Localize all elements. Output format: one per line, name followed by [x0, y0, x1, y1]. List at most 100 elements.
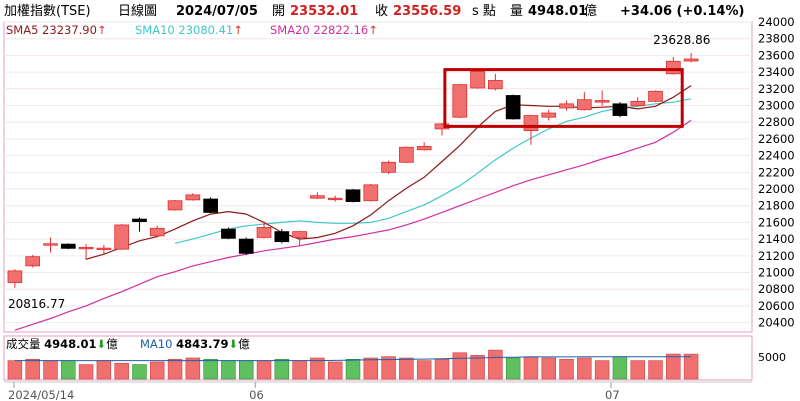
candle-body	[7, 270, 23, 283]
candle-body	[310, 195, 325, 199]
volume-tick-label: 5000	[758, 351, 786, 364]
candle	[203, 197, 218, 214]
volume-bar	[505, 357, 521, 380]
volume-bar	[612, 356, 628, 380]
x-axis: 2024/05/14 06 07	[8, 382, 620, 401]
volume-bar	[559, 359, 574, 380]
candle-body	[256, 227, 272, 238]
volume-bar	[132, 364, 147, 380]
y-tick-label: 21200	[758, 249, 795, 263]
candle-body	[488, 80, 503, 90]
candle-body	[203, 198, 218, 213]
candle-body	[167, 200, 183, 211]
y-tick-label: 23600	[758, 48, 795, 62]
close-value: 23556.59	[393, 4, 461, 19]
legend-sma20: SMA20 22822.16↑	[270, 23, 378, 37]
candle-body	[60, 243, 76, 249]
candle	[149, 225, 165, 238]
open-value: 23532.01	[290, 4, 358, 19]
sma20-line	[14, 119, 692, 331]
volume-legend: 成交量 4948.01⬇億 MA10 4843.79⬇億 5000	[6, 337, 786, 364]
candle-body	[345, 189, 361, 202]
candle	[576, 92, 592, 111]
index-name: 加權指數(TSE)	[4, 4, 91, 19]
y-tick-label: 22600	[758, 132, 795, 146]
y-tick-label: 20600	[758, 299, 795, 313]
volume-bar	[150, 361, 165, 380]
volume-bar	[203, 359, 218, 380]
candle-body	[114, 224, 130, 250]
candle-body	[327, 197, 343, 201]
candle-body	[399, 146, 414, 163]
low-annotation: 20816.77	[8, 297, 65, 311]
volume-bar	[43, 360, 58, 380]
candle-body	[25, 256, 41, 267]
volume-bar	[577, 357, 592, 380]
candle	[648, 90, 663, 103]
candle	[167, 199, 183, 211]
candle-body	[648, 90, 663, 102]
candle	[114, 224, 130, 250]
candle	[381, 160, 396, 174]
y-tick-label: 20800	[758, 282, 795, 296]
highlight-box	[443, 68, 684, 128]
candle	[292, 230, 307, 246]
volume-bar	[114, 362, 129, 380]
candle	[612, 102, 628, 118]
candle	[363, 184, 379, 202]
volume-ma-line	[14, 356, 692, 362]
y-tick-label: 23800	[758, 32, 795, 46]
candle-body	[452, 84, 468, 118]
high-annotation: 23628.86	[653, 33, 710, 47]
candle-body	[505, 95, 521, 120]
candle	[594, 90, 610, 106]
volume-bar	[648, 360, 663, 380]
candle	[310, 192, 325, 200]
candle	[60, 243, 76, 250]
candle	[221, 227, 236, 240]
y-axis: 24000 23800 23600 23400 23200 23000 22800 22600…	[758, 15, 795, 330]
volume-bar	[256, 360, 272, 380]
date-label: 2024/07/05	[176, 4, 258, 19]
sma10-line	[174, 98, 692, 244]
y-tick-label: 24000	[758, 15, 795, 29]
price-panel	[3, 21, 753, 333]
volume-ma-label: MA10 4843.79⬇億	[140, 337, 250, 351]
legend-sma5: SMA5 23237.90↑	[6, 23, 107, 37]
legend-sma10: SMA10 23080.41↑	[135, 23, 243, 37]
candle	[327, 195, 343, 202]
x-tick-label: 2024/05/14	[8, 388, 74, 401]
candle	[43, 237, 58, 253]
volume-bar	[434, 359, 450, 380]
volume-bar	[666, 353, 681, 380]
y-tick-label: 21000	[758, 266, 795, 280]
volume-bar	[594, 360, 610, 380]
candle-body	[594, 100, 610, 103]
candle-body	[612, 103, 628, 116]
y-tick-label: 22000	[758, 182, 795, 196]
chart-header: 加權指數(TSE) 日線圖 2024/07/05 開 23532.01 收 23…	[4, 3, 744, 19]
candle-body	[43, 243, 58, 246]
candle	[25, 255, 41, 268]
candle	[470, 70, 485, 89]
candle-body	[381, 161, 396, 173]
y-tick-label: 20400	[758, 316, 795, 330]
candle-body	[238, 238, 254, 254]
volume-bar	[310, 357, 325, 380]
volume-bar	[523, 356, 539, 380]
volume-bars	[7, 349, 699, 380]
candle	[452, 83, 468, 119]
volume-bar	[683, 353, 699, 380]
candle	[256, 221, 272, 239]
candle-body	[78, 246, 94, 250]
candle	[630, 97, 646, 107]
candle-body	[665, 60, 681, 75]
y-tick-label: 21600	[758, 215, 795, 229]
volume-bar	[470, 355, 485, 380]
candle-body	[683, 58, 699, 62]
candle-body	[274, 231, 290, 243]
candle-body	[416, 146, 432, 151]
y-tick-label: 23200	[758, 82, 795, 96]
volume-bar	[292, 360, 307, 380]
